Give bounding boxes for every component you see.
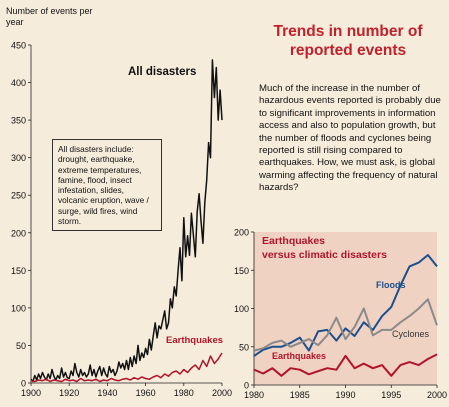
inset-x-tick-labels: 1980 1985 1990 1995 2000	[244, 390, 447, 400]
x-tick-label: 2000	[427, 390, 447, 400]
x-tick-label: 2000	[212, 388, 232, 398]
x-tick-label: 1980	[174, 388, 194, 398]
main-x-tick-labels: 1900 1920 1940 1960 1980 2000	[21, 388, 232, 398]
series-line-earthquakes	[30, 352, 223, 383]
y-tick-label: 200	[234, 228, 249, 238]
disaster-types-note: All disasters include: drought, earthqua…	[52, 139, 162, 232]
x-tick-label: 1920	[59, 388, 79, 398]
x-tick-label: 1985	[290, 390, 310, 400]
y-tick-label: 50	[16, 341, 26, 351]
x-tick-label: 1995	[381, 390, 401, 400]
main-series-lines	[30, 59, 223, 383]
inset-chart: 0 50 100 150 200 1980 1985 1990 1995 2000 Earthq…	[234, 228, 447, 401]
series-line-floods	[253, 254, 438, 357]
y-tick-label: 300	[11, 153, 26, 163]
page-title: Trends in number of reported events	[273, 23, 423, 59]
inset-axis-ticks	[251, 231, 438, 388]
y-tick-label: 400	[11, 78, 26, 88]
y-tick-label: 150	[11, 266, 26, 276]
x-tick-label: 1990	[335, 390, 355, 400]
inset-title-line-2: versus climatic disasters	[262, 249, 387, 261]
series-line-cyclones	[253, 298, 438, 352]
legend-floods: Floods	[376, 280, 406, 290]
y-tick-label: 100	[11, 303, 26, 313]
y-tick-label: 450	[11, 41, 26, 51]
legend-earthquakes: Earthquakes	[272, 351, 326, 361]
series-line-earthquakes	[253, 353, 438, 377]
x-tick-label: 1940	[97, 388, 117, 398]
inset-y-tick-labels: 0 50 100 150 200	[234, 228, 249, 391]
y-tick-label: 0	[244, 381, 249, 391]
legend-cyclones: Cyclones	[392, 329, 430, 339]
annotation-all-disasters: All disasters	[128, 66, 196, 78]
x-tick-label: 1960	[136, 388, 156, 398]
y-tick-label: 250	[11, 191, 26, 201]
y-tick-label: 150	[234, 266, 249, 276]
y-tick-label: 100	[234, 304, 249, 314]
description-paragraph: Much of the increase in the number of ha…	[259, 83, 441, 194]
y-tick-label: 200	[11, 228, 26, 238]
x-tick-label: 1900	[21, 388, 41, 398]
inset-series-lines	[253, 254, 438, 377]
y-tick-label: 350	[11, 116, 26, 126]
y-tick-label: 50	[239, 342, 249, 352]
inset-panel	[254, 232, 437, 385]
y-tick-label: 0	[21, 379, 26, 389]
x-tick-label: 1980	[244, 390, 264, 400]
main-chart: 0 50 100 150 200 250 300 350 400 450 1900 1920 1940…	[11, 41, 232, 399]
inset-title-line-1: Earthquakes	[262, 235, 325, 247]
series-line-all-disasters	[30, 59, 223, 383]
main-y-axis-label: Number of events per year	[6, 6, 93, 27]
main-y-tick-labels: 0 50 100 150 200 250 300 350 400 450	[11, 41, 26, 389]
main-axis-ticks	[28, 44, 223, 386]
annotation-earthquakes: Earthquakes	[166, 335, 223, 346]
